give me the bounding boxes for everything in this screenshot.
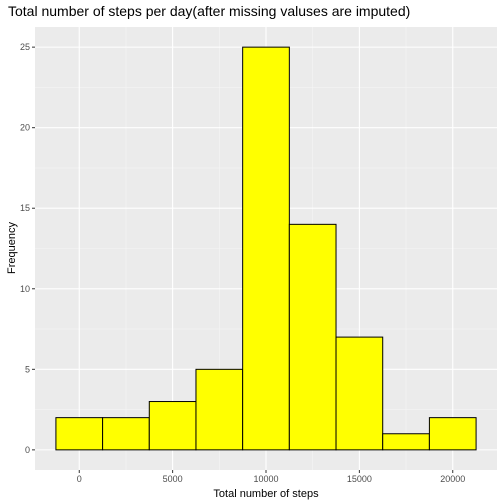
- chart-title: Total number of steps per day(after miss…: [8, 3, 410, 19]
- y-tick-label: 20: [20, 123, 30, 133]
- x-tick-label: 20000: [440, 474, 465, 484]
- axis-ticks: 0 5000 10000 15000 20000 0 5 10 15 20 25: [20, 42, 465, 484]
- histogram-bar: [242, 46, 290, 451]
- y-tick-label: 10: [20, 284, 30, 294]
- x-tick-label: 0: [77, 474, 82, 484]
- histogram-bar: [102, 417, 150, 451]
- y-tick-label: 0: [25, 445, 30, 455]
- y-tick-label: 5: [25, 364, 30, 374]
- histogram-bar: [195, 368, 244, 451]
- histogram-bar: [335, 336, 384, 451]
- x-tick-label: 15000: [347, 474, 372, 484]
- histogram-bar: [382, 433, 430, 451]
- histogram-bar: [428, 417, 477, 451]
- histogram-bar: [288, 223, 337, 451]
- bars: [55, 46, 477, 451]
- histogram-bar: [55, 417, 104, 451]
- x-axis-title: Total number of steps: [213, 488, 319, 500]
- y-tick-label: 15: [20, 203, 30, 213]
- x-tick-label: 5000: [163, 474, 183, 484]
- histogram-bar: [148, 401, 197, 451]
- y-axis-title: Frequency: [6, 222, 18, 274]
- y-tick-label: 25: [20, 42, 30, 52]
- x-tick-label: 10000: [253, 474, 278, 484]
